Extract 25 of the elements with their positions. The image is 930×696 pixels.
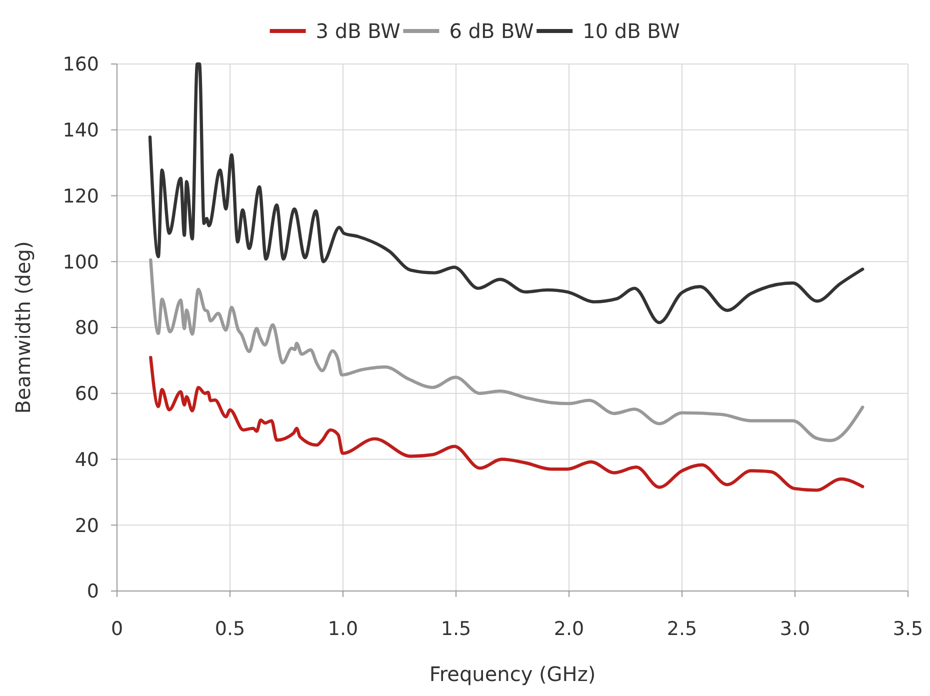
x-tick-label: 3.5	[892, 618, 924, 640]
y-tick-label: 40	[74, 448, 99, 471]
y-tick-label: 160	[62, 54, 99, 76]
y-tick-label: 20	[74, 514, 99, 537]
x-tick-label: 2.5	[666, 618, 698, 640]
y-tick-label: 100	[62, 251, 99, 274]
x-tick-label: 3.0	[780, 618, 810, 640]
line-series	[149, 356, 864, 492]
legend-label: 6 dB BW	[449, 19, 534, 43]
x-tick-label: 1.0	[328, 618, 358, 640]
x-tick-label: 2.0	[554, 618, 584, 640]
y-tick-label: 140	[62, 120, 99, 142]
x-tick-label: 0	[110, 618, 124, 640]
legend-label: 10 dB BW	[582, 19, 680, 43]
legend-label: 3 dB BW	[316, 19, 401, 43]
line-series	[148, 62, 864, 324]
y-tick-label: 60	[74, 383, 99, 406]
x-axis-title: Frequency (GHz)	[429, 662, 596, 686]
y-tick-label: 80	[74, 317, 99, 340]
y-axis-title: Beamwidth (deg)	[11, 241, 35, 414]
x-tick-label: 1.5	[440, 618, 472, 640]
y-tick-label: 0	[86, 580, 99, 603]
line-series	[149, 258, 864, 442]
y-tick-label: 120	[62, 185, 99, 208]
x-tick-label: 0.5	[214, 618, 246, 640]
